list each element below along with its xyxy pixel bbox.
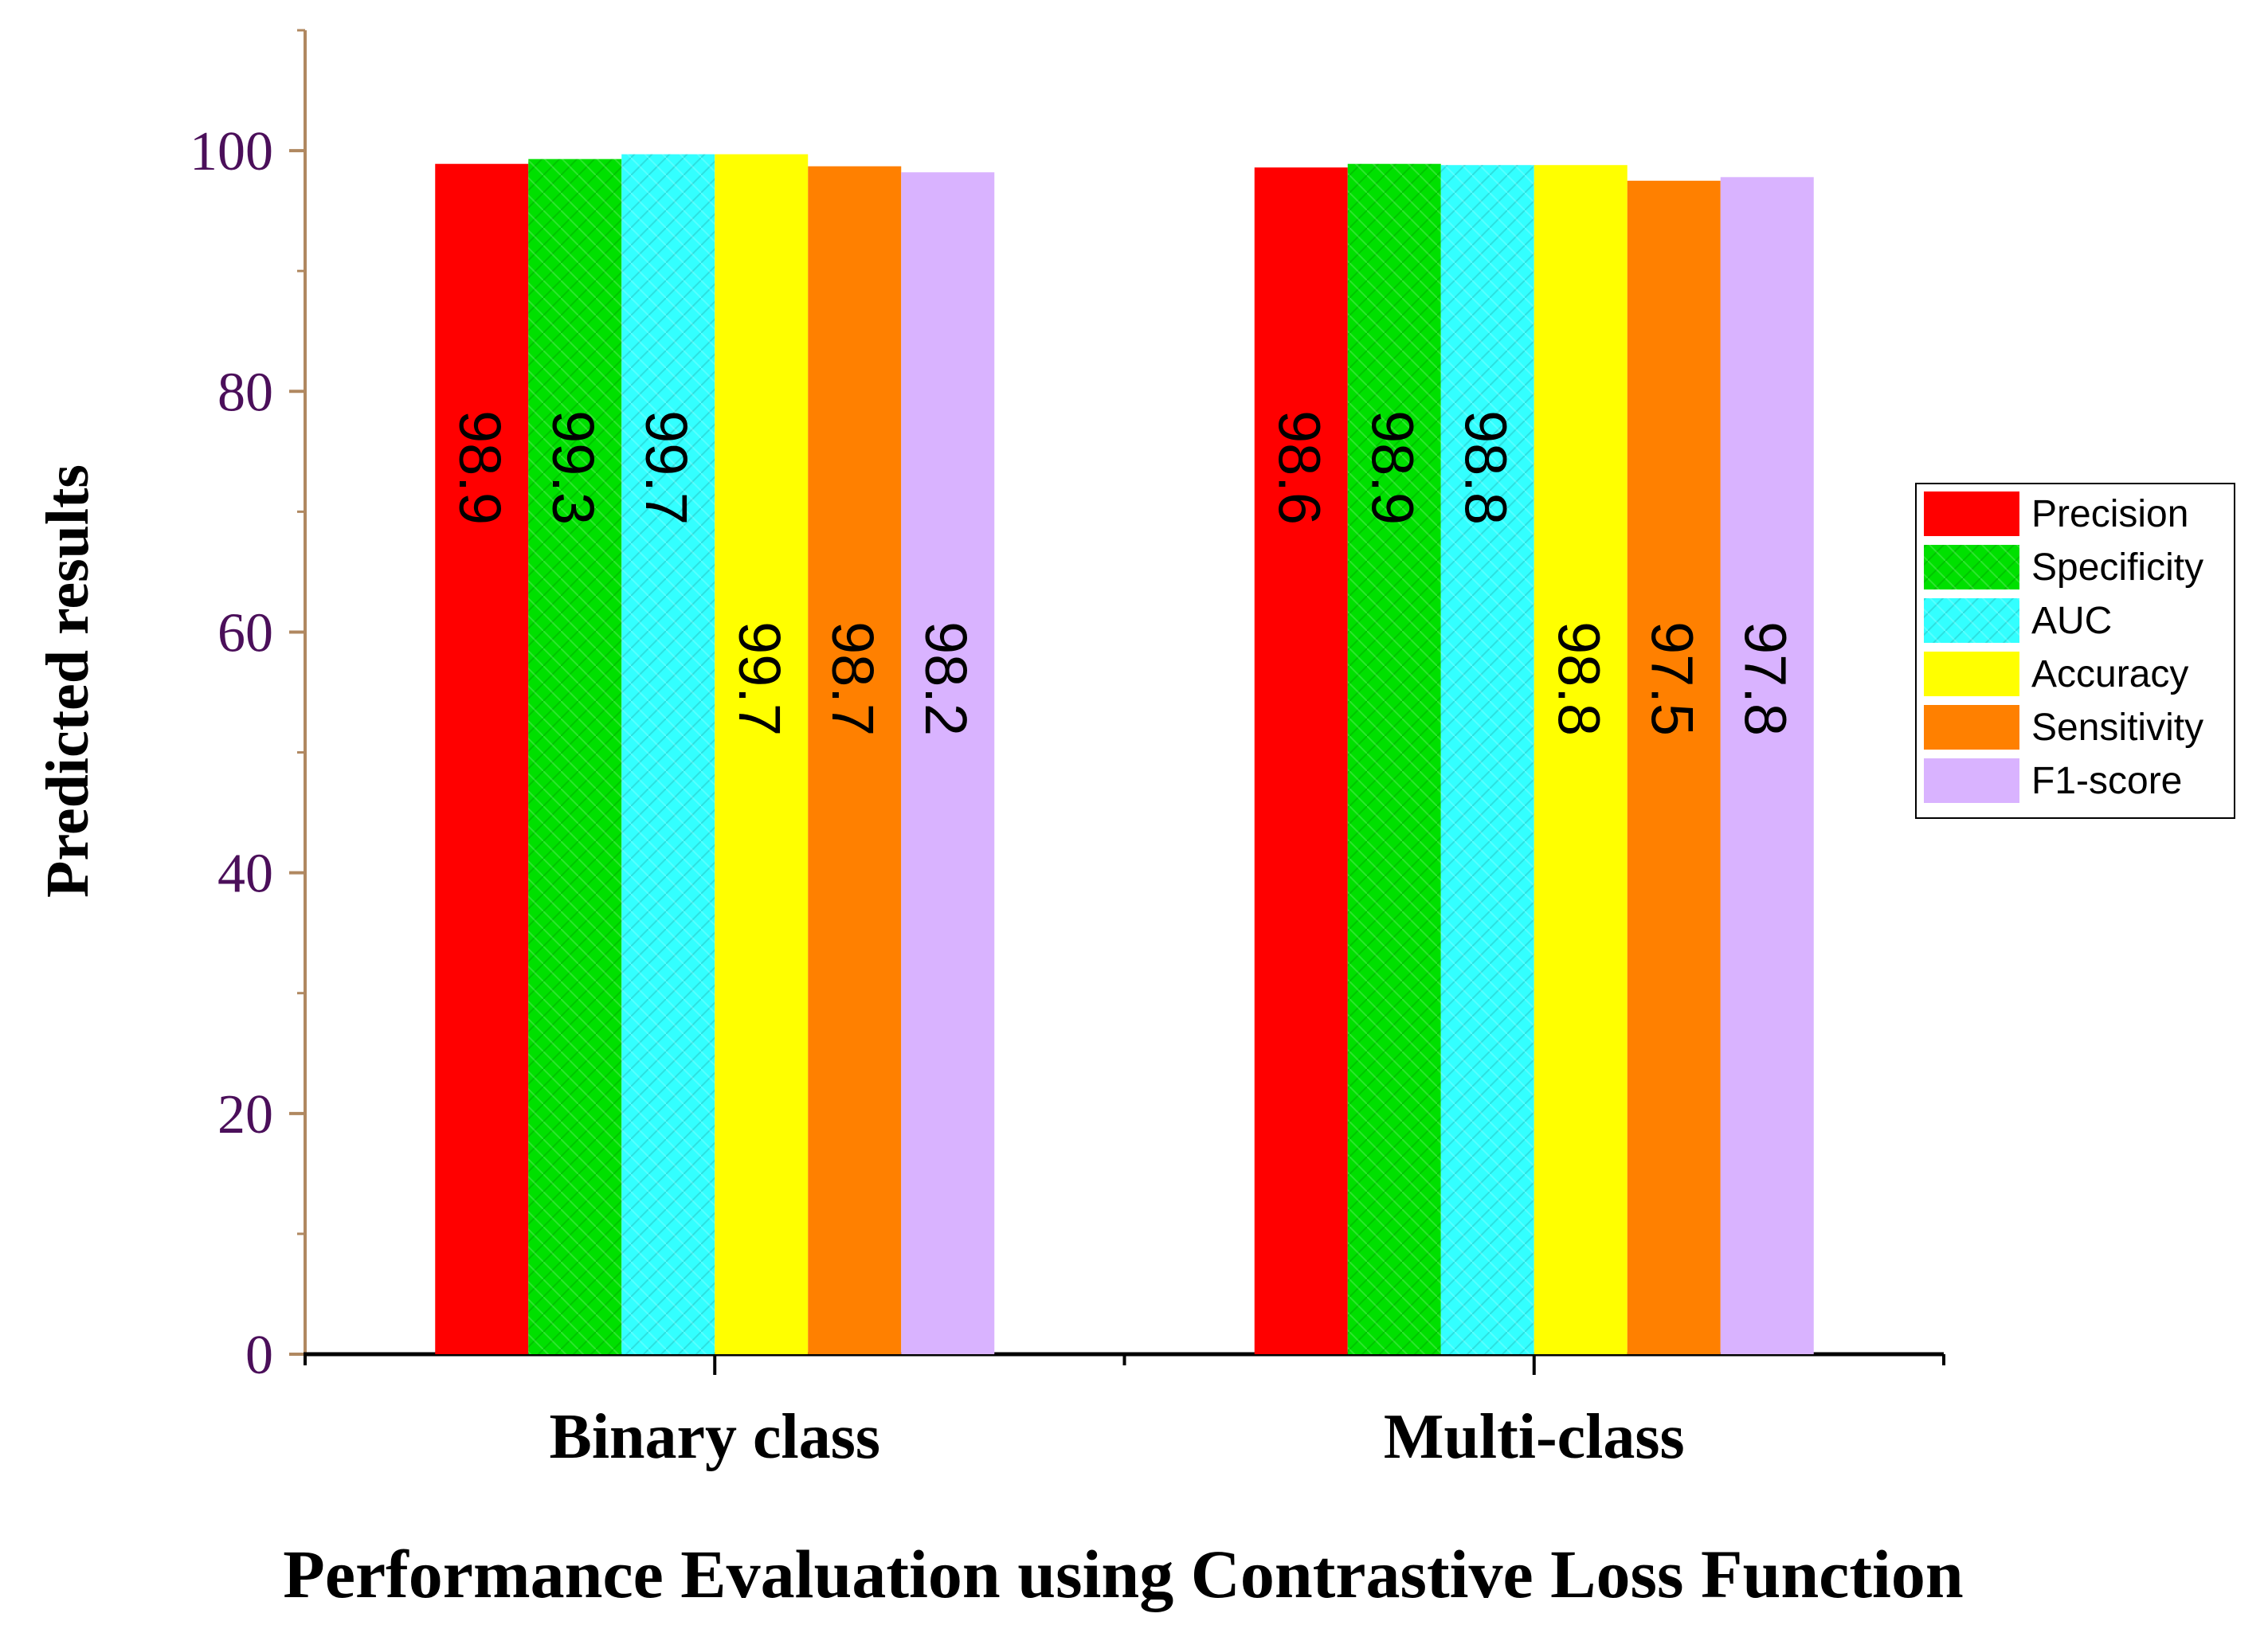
- legend: Precision Specificity AUC Accuracy Sensitivi…: [1915, 483, 2235, 819]
- y-tick-label: 0: [245, 1325, 273, 1386]
- value-label: 98.7: [820, 621, 886, 736]
- bar-hatch: [1440, 165, 1534, 1355]
- y-axis-title: Predicted results: [34, 464, 101, 898]
- value-label: 98.9: [447, 410, 513, 525]
- value-label: 99.3: [540, 410, 606, 525]
- x-axis-title: Performance Evaluation using Contrastive…: [283, 1536, 1963, 1612]
- legend-swatch: [1924, 652, 2019, 696]
- legend-swatch: [1924, 705, 2019, 750]
- y-tick-label: 100: [190, 121, 273, 182]
- value-label: 97.5: [1639, 621, 1705, 736]
- value-label: 98.2: [913, 621, 979, 736]
- y-tick-label: 20: [217, 1084, 273, 1145]
- bar-accuracy: [1534, 165, 1628, 1355]
- bar-sensitivity: [1627, 180, 1721, 1354]
- legend-label: AUC: [2031, 600, 2112, 642]
- legend-label: Precision: [2031, 493, 2188, 535]
- value-label: 98.8: [1452, 410, 1518, 525]
- bar-precision: [435, 163, 529, 1354]
- value-label: 98.8: [1545, 621, 1612, 736]
- y-tick-label: 40: [217, 844, 273, 905]
- x-axis: Binary class Multi-class: [304, 1352, 1945, 1472]
- bar-f1-score: [1720, 177, 1814, 1354]
- legend-swatch: [1924, 491, 2019, 536]
- value-label: 97.8: [1732, 621, 1798, 736]
- y-tick-label: 60: [217, 602, 273, 664]
- bar-hatch: [528, 159, 622, 1355]
- bars: [435, 154, 1814, 1355]
- y-axis: 0 20 40 60 80 100: [190, 29, 307, 1386]
- value-label: 98.9: [1359, 410, 1425, 525]
- legend-label: Specificity: [2031, 546, 2203, 589]
- y-tick-label: 80: [217, 362, 273, 423]
- x-tick-label: Binary class: [549, 1402, 880, 1472]
- legend-swatch: [1924, 758, 2019, 803]
- x-tick-label: Multi-class: [1384, 1402, 1685, 1472]
- bar-f1-score: [901, 172, 995, 1355]
- value-labels: 98.9 99.3 99.7 99.7 98.7 98.2 98.6 98.9 98.8 98.8…: [447, 410, 1799, 736]
- value-label: 99.7: [727, 621, 793, 736]
- bar-precision: [1254, 167, 1348, 1354]
- legend-label: F1-score: [2031, 760, 2182, 802]
- bar-sensitivity: [808, 166, 902, 1355]
- legend-label: Sensitivity: [2031, 707, 2203, 749]
- legend-label: Accuracy: [2031, 653, 2188, 695]
- legend-swatch-hatch: [1924, 598, 2019, 643]
- bar-hatch: [1347, 163, 1441, 1354]
- value-label: 99.7: [633, 410, 699, 525]
- legend-swatch-hatch: [1924, 545, 2019, 589]
- bar-hatch: [621, 154, 715, 1354]
- value-label: 98.6: [1266, 410, 1332, 525]
- bar-accuracy: [715, 154, 809, 1354]
